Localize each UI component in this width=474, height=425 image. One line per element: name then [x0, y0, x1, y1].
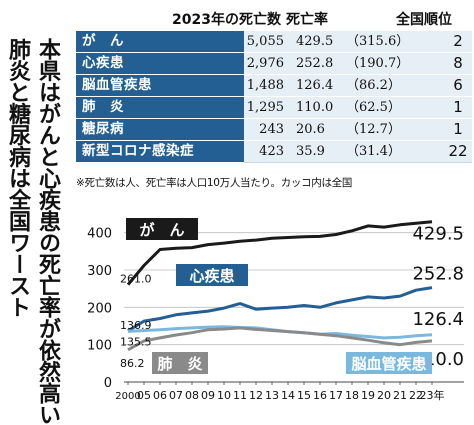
row-values: 1,295 110.0 （62.5） 1	[244, 97, 472, 119]
row-deaths: 5,055	[246, 34, 284, 49]
series-start-value: 136.9	[120, 319, 152, 332]
table-footnote: ※死亡数は人、死亡率は人口10万人当たり。カッコ内は全国	[76, 177, 353, 189]
x-tick-label: 15	[297, 389, 311, 402]
row-rate: 110.0	[296, 100, 334, 115]
series-start-value: 261.0	[120, 273, 152, 286]
x-tick-label: 16	[313, 389, 327, 402]
headline-line-2: 肺炎と糖尿病は全国ワースト	[5, 38, 30, 318]
x-tick-label: 11	[233, 389, 247, 402]
x-tick-label: 23年	[420, 388, 445, 402]
stats-table: 2023年の死亡数 死亡率 全国順位 が ん 5,055 429.5 （315.6） 2…	[76, 6, 472, 163]
series-label-box	[346, 352, 432, 374]
y-tick-label: 200	[87, 301, 112, 316]
row-rate-national: （12.7）	[346, 122, 401, 137]
y-tick-label: 0	[104, 376, 112, 391]
row-rate: 20.6	[296, 122, 325, 137]
x-tick-label: 09	[201, 389, 215, 402]
series-end-value: 429.5	[412, 224, 464, 245]
x-tick-label: 22	[409, 389, 423, 402]
row-values: 2,976 252.8 （190.7） 8	[244, 53, 472, 75]
series-label-box	[176, 264, 248, 286]
table-row: 脳血管疾患 1,488 126.4 （86.2） 6	[76, 74, 472, 97]
row-values: 1,488 126.4 （86.2） 6	[244, 75, 472, 97]
table-row: が ん 5,055 429.5 （315.6） 2	[76, 30, 472, 53]
table-row: 心疾患 2,976 252.8 （190.7） 8	[76, 52, 472, 75]
row-rank: 6	[453, 76, 463, 94]
row-values: 5,055 429.5 （315.6） 2	[244, 31, 472, 53]
series-label: 肺 炎	[157, 355, 202, 373]
series-end-value: 252.8	[412, 264, 464, 285]
x-tick-label: 06	[153, 389, 167, 402]
y-tick-label: 100	[87, 339, 112, 354]
x-tick-label: 21	[393, 389, 407, 402]
x-tick-label: 17	[329, 389, 343, 402]
series-label: 脳血管疾患	[351, 355, 426, 373]
series-label: 心疾患	[189, 267, 234, 285]
row-rate-national: （31.4）	[346, 144, 401, 159]
header-rank: 全国順位	[396, 12, 452, 28]
row-label: 糖尿病	[76, 119, 244, 140]
row-rate-national: （62.5）	[346, 100, 401, 115]
row-label: が ん	[76, 31, 244, 52]
headline: 本県はがんと心疾患の死亡率が依然高い 肺炎と糖尿病は全国ワースト	[0, 0, 72, 425]
table-row: 肺 炎 1,295 110.0 （62.5） 1	[76, 96, 472, 119]
y-tick-label: 400	[87, 227, 112, 242]
x-tick-label: 20	[377, 389, 391, 402]
x-tick-label: 05	[137, 389, 151, 402]
series-start-value: 135.5	[120, 335, 152, 348]
row-label: 新型コロナ感染症	[76, 141, 244, 162]
headline-line-1: 本県はがんと心疾患の死亡率が依然高い	[35, 38, 60, 425]
row-rank: 1	[453, 98, 463, 116]
series-line	[127, 326, 433, 352]
row-rank: 8	[453, 54, 463, 72]
row-values: 243 20.6 （12.7） 1	[244, 119, 472, 141]
row-deaths: 1,488	[246, 78, 284, 93]
row-rate: 252.8	[296, 56, 334, 71]
row-deaths: 1,295	[246, 100, 284, 115]
row-rate-national: （86.2）	[346, 78, 401, 93]
x-tick-label: 12	[249, 389, 263, 402]
table-row: 新型コロナ感染症 423 35.9 （31.4） 22	[76, 140, 472, 163]
series-label-box	[126, 218, 198, 240]
row-values: 423 35.9 （31.4） 22	[244, 141, 472, 163]
row-rate: 126.4	[296, 78, 334, 93]
row-deaths: 243	[259, 122, 284, 137]
series-label-box	[152, 352, 208, 374]
row-rank: 2	[453, 32, 463, 50]
x-tick-label: 2000	[115, 391, 140, 402]
row-deaths: 2,976	[246, 56, 284, 71]
series-start-value: 86.2	[120, 357, 145, 370]
series-line	[126, 220, 433, 286]
row-label: 心疾患	[76, 53, 244, 74]
stats-table-body: が ん 5,055 429.5 （315.6） 2 心疾患 2,976 252.8 （190.7…	[76, 30, 472, 163]
row-label: 肺 炎	[76, 97, 244, 118]
row-label: 脳血管疾患	[76, 75, 244, 96]
header-rate: 死亡率	[286, 12, 328, 28]
header-deaths: 2023年の死亡数	[172, 12, 281, 28]
table-row: 糖尿病 243 20.6 （12.7） 1	[76, 118, 472, 141]
y-tick-label: 300	[87, 264, 112, 279]
x-tick-label: 14	[281, 389, 295, 402]
row-rank: 1	[453, 120, 463, 138]
stats-table-header: 2023年の死亡数 死亡率 全国順位	[76, 6, 472, 30]
x-tick-label: 19	[361, 389, 375, 402]
series-end-value: 126.4	[412, 309, 464, 330]
x-tick-label: 08	[185, 389, 199, 402]
row-rate-national: （190.7）	[346, 56, 410, 71]
row-rate: 429.5	[296, 34, 334, 49]
x-tick-label: 07	[169, 389, 183, 402]
row-rank: 22	[448, 142, 468, 160]
series-label: が ん	[139, 221, 184, 239]
x-tick-label: 10	[217, 389, 231, 402]
x-tick-label: 13	[265, 389, 279, 402]
x-tick-label: 18	[345, 389, 359, 402]
row-rate: 35.9	[296, 144, 325, 159]
row-rate-national: （315.6）	[346, 34, 410, 49]
row-deaths: 423	[259, 144, 284, 159]
series-line	[127, 286, 433, 333]
